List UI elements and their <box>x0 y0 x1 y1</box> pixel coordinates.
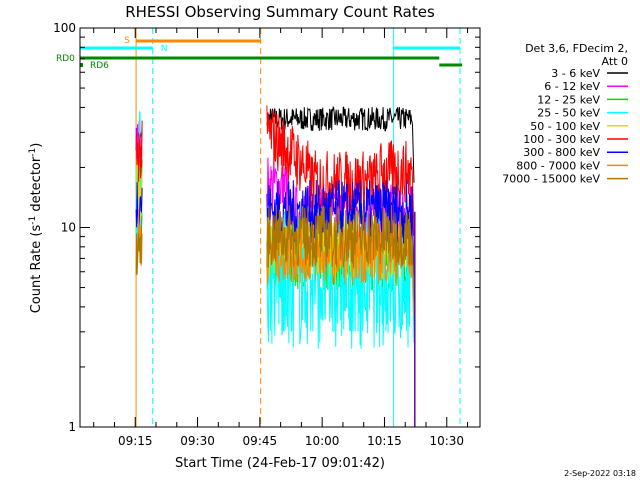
y-axis-label-sup1: -1 <box>28 216 38 225</box>
x-tick-label-0: 09:15 <box>118 434 153 448</box>
series-5-segment-1 <box>266 105 415 236</box>
x-tick-label-5: 10:30 <box>429 434 464 448</box>
series-0-segment-1 <box>266 105 415 183</box>
y-tick-label-2: 100 <box>53 21 76 35</box>
footer-date: 2-Sep-2022 03:18 <box>564 469 636 478</box>
y-axis-label: Count Rate (s-1 detector-1) <box>28 143 44 314</box>
legend-header-line-2: Att 0 <box>602 55 628 68</box>
y-tick-label-1: 10 <box>61 221 76 235</box>
legend-label-2: 12 - 25 keV <box>537 93 600 106</box>
chart-title: RHESSI Observing Summary Count Rates <box>125 3 435 21</box>
series-8-segment-1 <box>266 204 415 301</box>
status-label-rd6: RD6 <box>90 61 109 71</box>
legend-label-7: 800 - 7000 keV <box>516 159 600 172</box>
series-6-segment-1 <box>266 179 415 276</box>
legend-label-6: 300 - 800 keV <box>523 146 600 159</box>
rd6-marker <box>80 63 83 67</box>
plot-content: S N RD0 RD6 <box>56 28 463 427</box>
legend-label-3: 25 - 50 keV <box>537 107 600 120</box>
legend-label-0: 3 - 6 keV <box>551 67 600 80</box>
legend-label-1: 6 - 12 keV <box>544 80 600 93</box>
y-axis-ticks: 1 10 100 <box>53 21 480 434</box>
x-tick-label-4: 10:15 <box>367 434 402 448</box>
status-label-n: N <box>161 44 168 54</box>
y-tick-label-0: 1 <box>68 420 76 434</box>
x-axis-ticks: 09:15 09:30 09:45 10:00 10:15 10:30 <box>93 28 469 448</box>
series-5-segment-0 <box>135 120 143 182</box>
x-axis-label: Start Time (24-Feb-17 09:01:42) <box>175 456 385 471</box>
series-8-segment-0 <box>135 215 143 276</box>
status-label-rd0: RD0 <box>56 54 75 64</box>
legend-label-8: 7000 - 15000 keV <box>502 173 600 186</box>
legend-label-4: 50 - 100 keV <box>530 120 600 133</box>
y-axis-label-main: Count Rate (s <box>29 225 44 314</box>
legend-label-5: 100 - 300 keV <box>523 133 600 146</box>
status-label-s: S <box>124 36 130 46</box>
y-axis-label-mid: detector <box>29 156 44 216</box>
legend-header-line-1: Det 3,6, FDecim 2, <box>525 42 628 55</box>
y-axis-label-end: ) <box>29 143 44 148</box>
x-tick-label-1: 09:30 <box>180 434 215 448</box>
y-axis-label-sup2: -1 <box>28 148 38 157</box>
x-tick-label-2: 09:45 <box>243 434 278 448</box>
x-tick-label-3: 10:00 <box>305 434 340 448</box>
